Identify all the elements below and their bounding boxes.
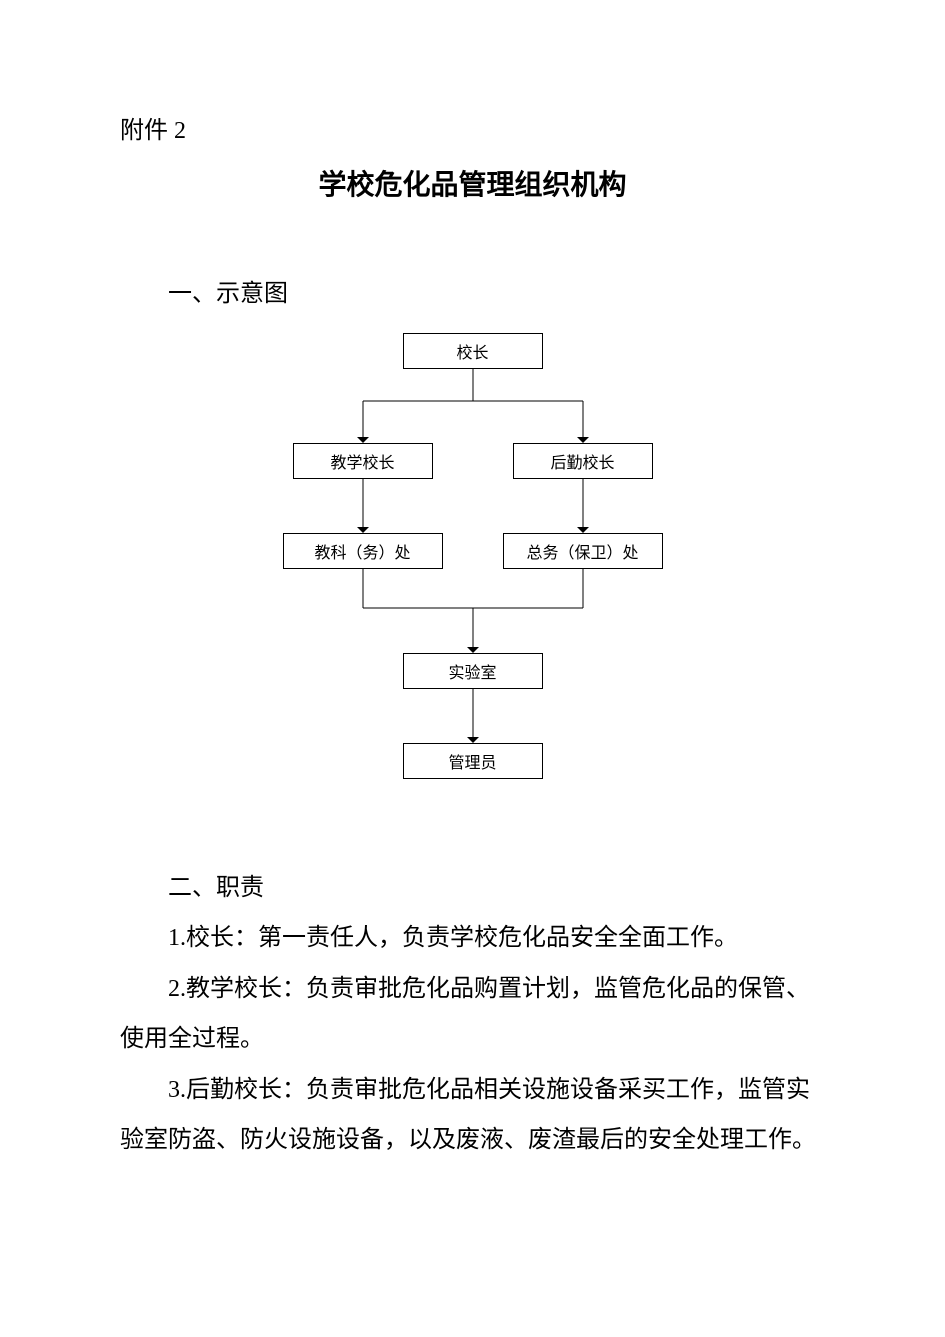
section1-heading: 一、示意图 <box>120 273 825 308</box>
flowchart-node: 校长 <box>403 333 543 369</box>
flowchart-node: 教科（务）处 <box>283 533 443 569</box>
flowchart-node: 管理员 <box>403 743 543 779</box>
body-text: 二、职责 1.校长：第一责任人，负责学校危化品安全全面工作。 2.教学校长：负责… <box>120 863 825 1165</box>
flowchart-node: 后勤校长 <box>513 443 653 479</box>
attachment-label: 附件 2 <box>120 110 825 145</box>
flowchart-node: 教学校长 <box>293 443 433 479</box>
flowchart-node: 总务（保卫）处 <box>503 533 663 569</box>
section2-heading: 二、职责 <box>120 863 825 913</box>
flowchart-node: 实验室 <box>403 653 543 689</box>
body-paragraph: 3.后勤校长：负责审批危化品相关设施设备采买工作，监管实验室防盗、防火设施设备，… <box>120 1065 825 1166</box>
flowchart: 校长教学校长 后勤校长教科（务）处 总务（保卫）处实验室管理员 <box>258 333 688 803</box>
body-paragraph: 2.教学校长：负责审批危化品购置计划，监管危化品的保管、使用全过程。 <box>120 964 825 1065</box>
document-title: 学校危化品管理组织机构 <box>120 163 825 203</box>
body-paragraph: 1.校长：第一责任人，负责学校危化品安全全面工作。 <box>120 913 825 963</box>
